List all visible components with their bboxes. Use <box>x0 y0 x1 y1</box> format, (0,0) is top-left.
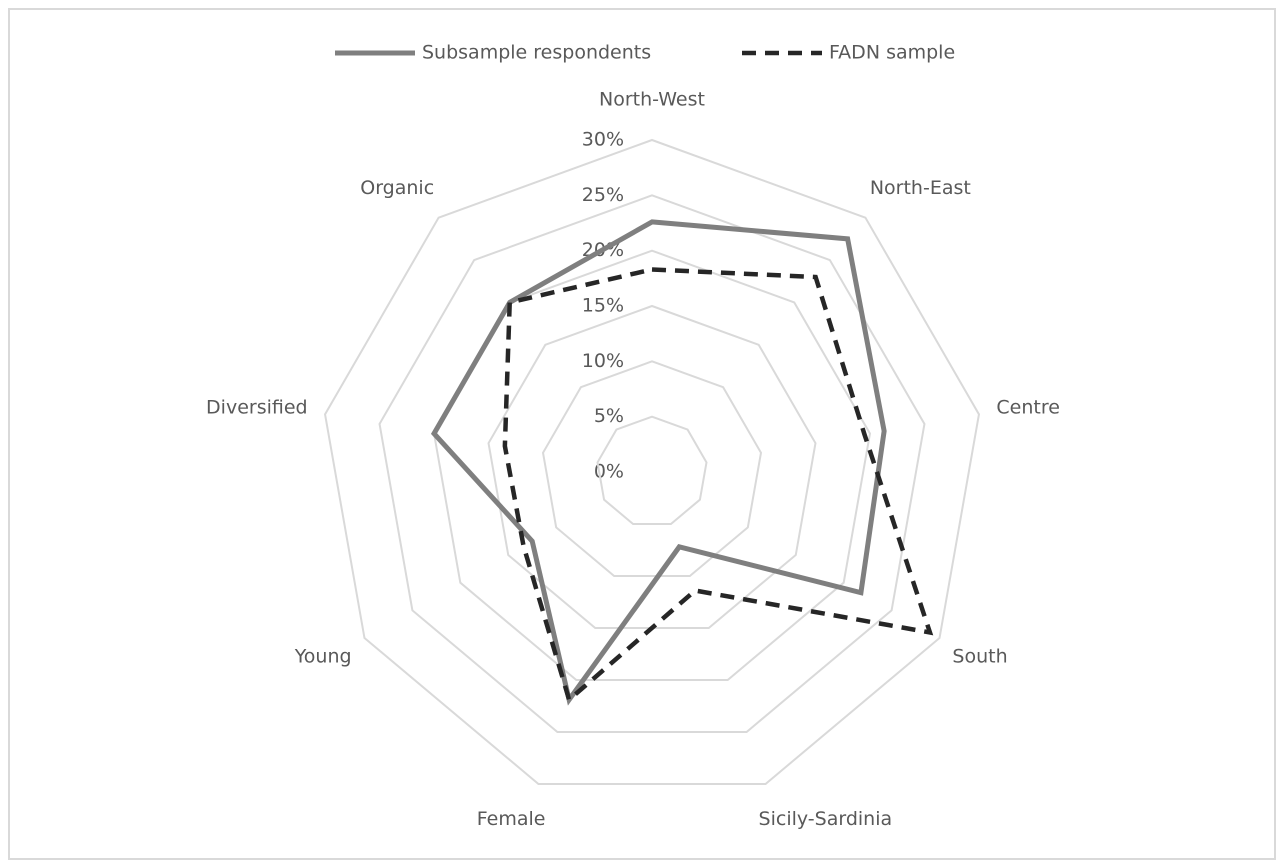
r-tick-label: 15% <box>582 295 624 317</box>
category-label: Young <box>294 646 352 668</box>
grid-ring <box>323 138 981 785</box>
category-label: North-West <box>599 89 705 111</box>
grid-ring <box>541 360 763 577</box>
r-tick-label: 10% <box>582 350 624 372</box>
series-line <box>430 219 887 706</box>
category-label: Diversified <box>206 396 308 418</box>
grid-ring <box>378 194 926 733</box>
grid-ring <box>596 415 708 525</box>
legend-label: Subsample respondents <box>422 42 651 64</box>
r-tick-label: 0% <box>594 461 624 483</box>
category-label: Organic <box>360 177 434 199</box>
category-label: South <box>952 646 1007 668</box>
series-line <box>502 267 934 704</box>
r-tick-label: 30% <box>582 129 624 151</box>
legend-label: FADN sample <box>829 42 955 64</box>
r-tick-label: 25% <box>582 184 624 206</box>
category-label: Female <box>477 808 546 830</box>
category-label: Sicily-Sardinia <box>759 808 893 830</box>
chart-border <box>8 8 1276 860</box>
category-label: North-East <box>870 177 971 199</box>
r-tick-label: 5% <box>594 405 624 427</box>
category-label: Centre <box>996 396 1060 418</box>
